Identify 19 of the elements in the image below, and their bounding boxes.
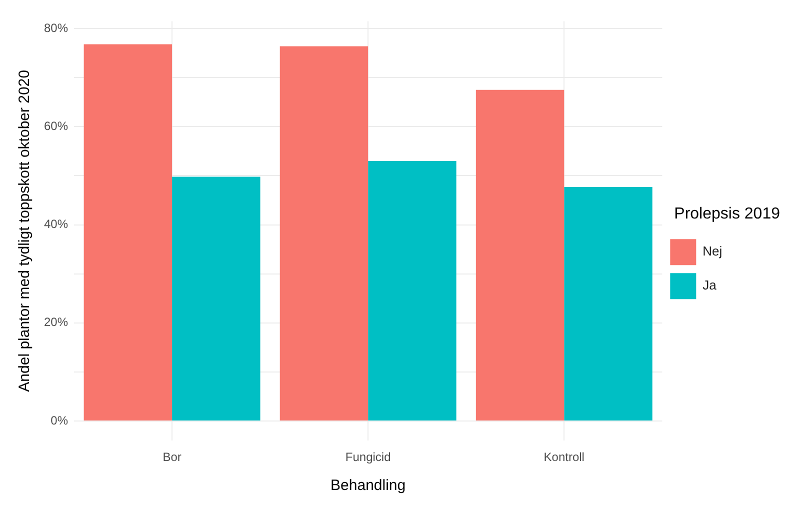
legend-label: Ja xyxy=(702,278,718,293)
bar xyxy=(476,90,564,420)
x-tick-label: Fungicid xyxy=(345,450,391,464)
bar xyxy=(172,176,260,420)
bar xyxy=(368,161,456,420)
bar xyxy=(280,46,368,420)
x-tick-label: Kontroll xyxy=(544,450,584,464)
y-tick-label: 40% xyxy=(44,217,68,232)
x-tick-label: Bor xyxy=(162,450,182,464)
x-axis-title: Behandling xyxy=(330,477,406,494)
y-tick-label: 60% xyxy=(44,118,68,133)
bar xyxy=(84,44,172,420)
y-tick-label: 80% xyxy=(44,20,68,35)
y-tick-label: 20% xyxy=(44,315,68,330)
bar xyxy=(564,187,652,420)
legend-title: Prolepsis 2019 xyxy=(674,205,780,222)
legend-label: Nej xyxy=(702,244,722,259)
y-axis-title: Andel plantor med tydligt toppskott oktober 2020 xyxy=(16,70,34,392)
y-tick-label: 0% xyxy=(50,413,68,428)
